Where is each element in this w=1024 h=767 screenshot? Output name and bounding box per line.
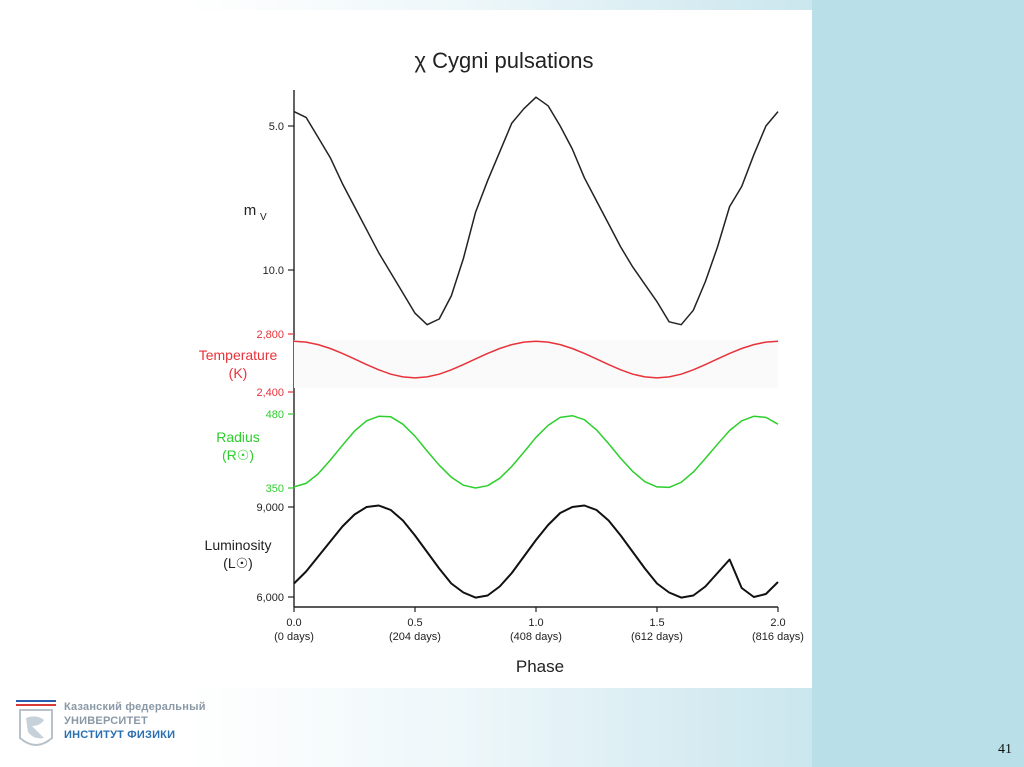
panel-label-unit-temperature: (K) [229, 365, 248, 381]
x-tick-days-label: (0 days) [274, 631, 314, 643]
logo-line-3: ИНСТИТУТ ФИЗИКИ [64, 729, 176, 741]
y-tick-label-luminosity: 9,000 [256, 502, 284, 514]
university-name: Казанский федеральный УНИВЕРСИТЕТ ИНСТИТ… [64, 700, 206, 742]
x-tick-label: 0.0 [286, 617, 301, 629]
panel-label-unit-luminosity: (L☉) [223, 555, 253, 571]
y-tick-label-temperature: 2,400 [256, 387, 284, 399]
panel-label-luminosity: Luminosity [205, 537, 272, 553]
panel-label-radius: Radius [216, 429, 260, 445]
y-tick-label-luminosity: 6,000 [256, 592, 284, 604]
y-tick-label-temperature: 2,800 [256, 329, 284, 341]
panel-label-mv: m [244, 202, 257, 219]
y-tick-label-radius: 350 [266, 483, 284, 495]
chart-canvas: χ Cygni pulsations 5.0 10.0 2,800 2,400 480 3… [199, 48, 804, 676]
y-tick-label-radius: 480 [266, 409, 284, 421]
chart-figure: χ Cygni pulsations 5.0 10.0 2,800 2,400 480 3… [188, 10, 812, 688]
axes: 5.0 10.0 2,800 2,400 480 350 9,000 6,000 [256, 90, 778, 608]
university-emblem-icon [19, 709, 53, 746]
x-tick-days-label: (612 days) [631, 631, 683, 643]
x-tick-days-label: (408 days) [510, 631, 562, 643]
y-tick-label-mv: 5.0 [269, 121, 284, 133]
panel-label-sub-mv: V [260, 212, 267, 223]
panel-label-temperature: Temperature [199, 347, 278, 363]
series-line-luminosity [293, 504, 779, 599]
series-line-radius [293, 414, 779, 489]
slide-side-panel [812, 0, 1024, 767]
series-line-temperature [293, 340, 779, 379]
y-tick-label-mv: 10.0 [263, 265, 284, 277]
x-tick-label: 0.5 [407, 617, 422, 629]
panel-labels: m V Temperature (K) Radius (R☉) Luminosity (L☉) [199, 202, 278, 571]
x-tick-label: 2.0 [770, 617, 785, 629]
page-number: 41 [998, 742, 1012, 757]
x-tick-label: 1.0 [528, 617, 543, 629]
x-axis-ticks: 0.0 (0 days) 0.5 (204 days) 1.0 (408 days) 1.5… [274, 607, 804, 643]
temperature-band [294, 340, 778, 388]
university-logo: Казанский федеральный УНИВЕРСИТЕТ ИНСТИТ… [16, 700, 216, 756]
chart-title: χ Cygni pulsations [414, 48, 593, 73]
logo-line-1: Казанский федеральный [64, 701, 206, 713]
x-tick-days-label: (816 days) [752, 631, 804, 643]
series-layer [293, 96, 779, 599]
x-axis-label: Phase [516, 657, 564, 676]
panel-label-unit-radius: (R☉) [222, 447, 254, 463]
series-line-mv [293, 96, 779, 326]
x-tick-days-label: (204 days) [389, 631, 441, 643]
x-tick-label: 1.5 [649, 617, 664, 629]
flag-stripes [16, 700, 56, 706]
logo-line-2: УНИВЕРСИТЕТ [64, 715, 148, 727]
